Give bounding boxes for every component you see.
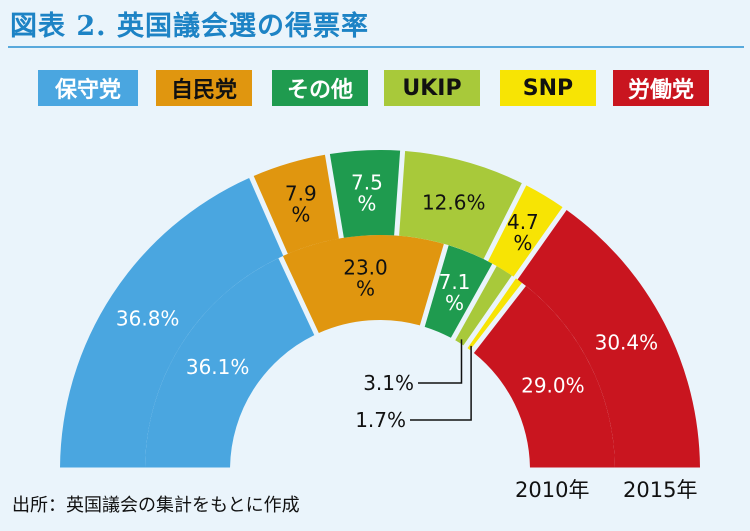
- callout-line-2010-4: [410, 345, 472, 421]
- wedge-2015-1: [253, 154, 339, 254]
- legend-item: 保守党: [38, 70, 138, 106]
- year-label-2010: 2010年: [515, 478, 590, 502]
- data-label-2010-3: 3.1%: [363, 371, 414, 395]
- wedge-2010-4: [467, 278, 523, 350]
- wedge-2015-2: [329, 149, 401, 238]
- data-label-2015-1: 7.9%: [285, 182, 317, 227]
- wedge-2015-3: [399, 150, 522, 260]
- legend-item: その他: [272, 70, 368, 106]
- data-label-2015-2: 7.5%: [351, 171, 383, 216]
- title-divider: [8, 46, 744, 48]
- wedge-2010-2: [424, 245, 493, 338]
- legend-item: 労働党: [613, 70, 709, 106]
- data-label-2015-4: 4.7%: [507, 210, 539, 255]
- page-title: 図表 2. 英国議会選の得票率: [10, 11, 369, 42]
- callout-line-2010-3: [418, 339, 463, 384]
- legend-item: 自民党: [156, 70, 252, 106]
- data-label-2010-5: 29.0%: [521, 374, 585, 398]
- data-label-2010-0: 36.1%: [186, 355, 250, 379]
- legend-item: SNP: [500, 70, 596, 106]
- source-note: 出所：英国議会の集計をもとに作成: [12, 495, 300, 516]
- data-label-2015-0: 36.8%: [116, 306, 180, 330]
- wedge-2010-1: [282, 235, 444, 334]
- legend-item: UKIP: [384, 70, 480, 106]
- year-label-2015: 2015年: [623, 478, 698, 502]
- wedge-2010-3: [455, 266, 512, 346]
- wedge-2015-0: [60, 177, 284, 468]
- data-label-2010-4: 1.7%: [355, 408, 406, 432]
- wedge-2010-5: [473, 285, 615, 468]
- wedge-2015-4: [488, 185, 563, 277]
- wedge-2010-0: [145, 258, 315, 468]
- wedge-2015-5: [517, 210, 700, 468]
- data-label-2010-1: 23.0%: [343, 256, 388, 301]
- data-label-2015-5: 30.4%: [595, 331, 659, 355]
- data-label-2010-2: 7.1%: [439, 270, 471, 315]
- data-label-2015-3: 12.6%: [422, 191, 486, 215]
